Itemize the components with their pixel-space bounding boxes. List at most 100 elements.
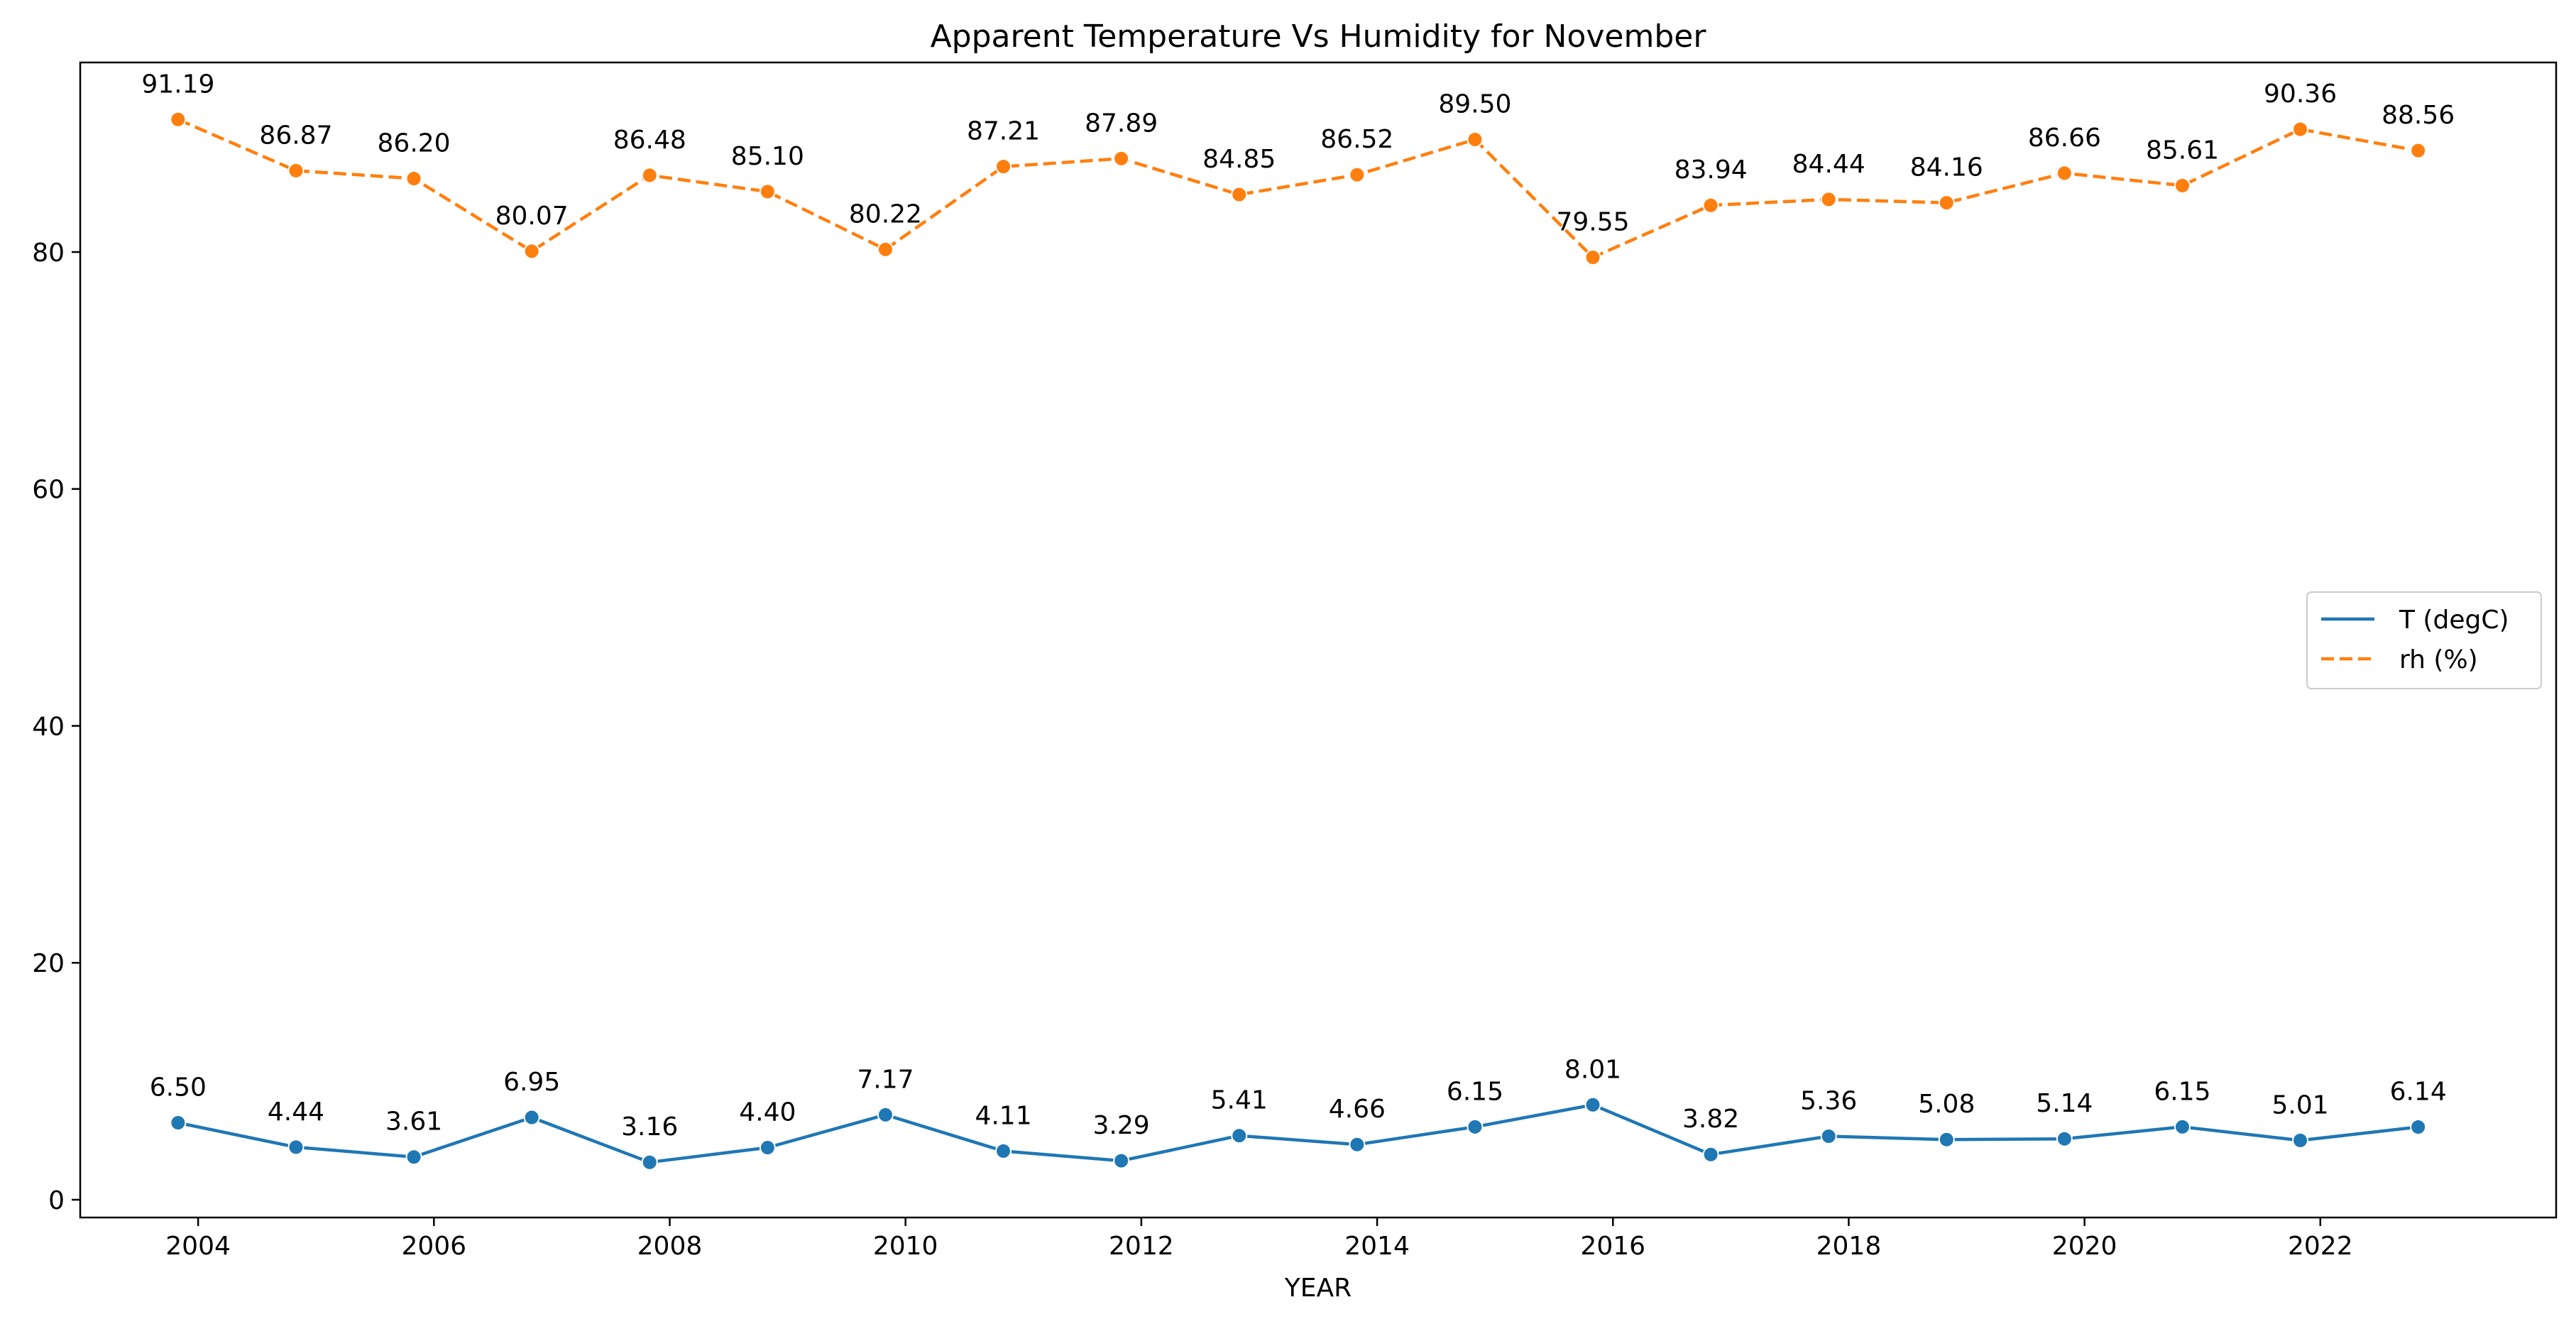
series-1-point [1938,195,1955,212]
series-1-data-label: 90.36 [2264,80,2337,109]
legend-label-1: rh (%) [2399,645,2478,674]
legend-label-0: T (degC) [2399,606,2509,635]
series-1-data-label: 79.55 [1556,208,1629,237]
x-tick-label: 2012 [1109,1232,1174,1261]
series-1-data-label: 86.66 [2028,124,2101,153]
series-0-data-label: 5.08 [1918,1090,1975,1119]
series-0-point [1702,1146,1719,1163]
series-1-point [1702,197,1719,214]
series-1-point [287,162,305,179]
series-0-data-label: 6.95 [503,1068,560,1097]
series-1-data-label: 87.21 [967,117,1040,146]
series-1-data-label: 84.44 [1792,150,1865,179]
series-1-point [1349,166,1366,183]
series-0-data-label: 4.11 [975,1101,1031,1130]
series-0-point [170,1115,187,1132]
series-0-point [877,1106,894,1123]
series-1-point [1231,186,1248,203]
series-line-0 [177,1103,2418,1164]
x-axis-label: YEAR [1284,1274,1352,1303]
series-0-point [1113,1152,1130,1169]
series-0-data-label: 4.40 [739,1098,796,1127]
y-axis-ticks: 0 20 40 60 80 [32,239,80,1215]
series-0-point [641,1154,658,1171]
series-1-data-label: 87.89 [1085,109,1158,138]
series-1-data-label: 83.94 [1675,155,1748,185]
series-0-data-label: 5.14 [2036,1089,2093,1118]
series-0-point [759,1139,776,1156]
series-1-point [2292,121,2309,138]
series-1-point [641,167,658,184]
series-1-point [170,111,187,128]
x-axis-ticks: 2004 2006 2008 2010 2012 2014 2016 2018 2020 2022 [165,1218,2353,1261]
series-0-data-label: 3.16 [621,1112,678,1142]
x-tick-label: 2010 [873,1232,938,1261]
series-1-data-label: 85.10 [731,142,804,171]
series-0-point [2410,1119,2427,1136]
series-1-point [995,158,1012,175]
chart-title: Apparent Temperature Vs Humidity for Nov… [931,18,1707,55]
series-1-data-label: 86.48 [613,126,686,155]
series-0-point [1938,1131,1955,1148]
series-0-point [2292,1132,2309,1149]
series-line-1 [177,118,2419,259]
series-1-point [2056,165,2073,182]
series-1-data-label: 86.87 [259,121,332,150]
x-tick-label: 2016 [1580,1232,1645,1261]
series-1-point [1820,191,1837,208]
series-1-data-label: 86.20 [378,129,451,158]
plot-frame [79,61,2558,1219]
series-0-data-label: 6.15 [2154,1077,2210,1106]
y-tick-label: 40 [32,712,65,741]
series-1-data-label: 80.22 [849,199,922,229]
x-tick-label: 2018 [1816,1232,1882,1261]
series-0-point [2174,1118,2191,1135]
legend: T (degC) rh (%) [2306,591,2542,689]
series-0-data-label: 6.15 [1447,1077,1503,1106]
series-1-data-label: 86.52 [1320,125,1393,154]
series-0-point [1820,1128,1837,1145]
series-0-data-label: 5.36 [1800,1087,1857,1116]
y-tick-label: 20 [32,949,65,978]
series-0-point [1467,1118,1484,1135]
series-0-data-label: 6.50 [150,1073,207,1103]
series-0-point [405,1149,422,1166]
x-tick-label: 2004 [165,1232,231,1261]
series-1-data-label: 91.19 [141,70,214,99]
series-0-point [1349,1136,1366,1153]
series-1-point [1113,150,1130,167]
series-0-data-label: 5.01 [2271,1090,2328,1120]
series-1-point [523,243,540,260]
series-0-data-label: 5.41 [1211,1086,1268,1115]
series-1-data-label: 89.50 [1438,89,1511,119]
y-tick-label: 0 [48,1186,65,1215]
series-layer [170,111,2427,1171]
series-0-data-label: 3.61 [385,1107,442,1137]
series-1-point [2410,142,2427,159]
series-1-data-label: 85.61 [2146,136,2219,165]
x-tick-label: 2008 [637,1232,703,1261]
series-1-data-label: 88.56 [2382,101,2455,130]
data-labels: 6.50 4.44 3.61 6.95 3.16 4.40 7.17 4.11 3.29 5.41… [141,70,2455,1142]
series-0-point [2056,1130,2073,1147]
x-tick-label: 2006 [401,1232,466,1261]
x-tick-label: 2014 [1344,1232,1410,1261]
series-1-point [759,183,776,200]
series-1-point [405,170,422,187]
series-1-data-label: 84.85 [1202,145,1276,174]
series-0-data-label: 3.82 [1682,1105,1739,1134]
series-0-point [287,1139,305,1156]
x-tick-label: 2022 [2288,1232,2353,1261]
series-1-data-label: 84.16 [1910,153,1983,182]
series-0-data-label: 3.29 [1093,1111,1150,1140]
series-0-data-label: 6.14 [2390,1078,2447,1107]
series-0-data-label: 7.17 [857,1065,914,1094]
legend-box [2306,591,2542,689]
series-0-point [523,1109,540,1126]
series-0-data-label: 8.01 [1564,1055,1621,1084]
series-0-point [995,1142,1012,1159]
series-0-point [1231,1127,1248,1144]
y-tick-label: 60 [32,476,65,505]
